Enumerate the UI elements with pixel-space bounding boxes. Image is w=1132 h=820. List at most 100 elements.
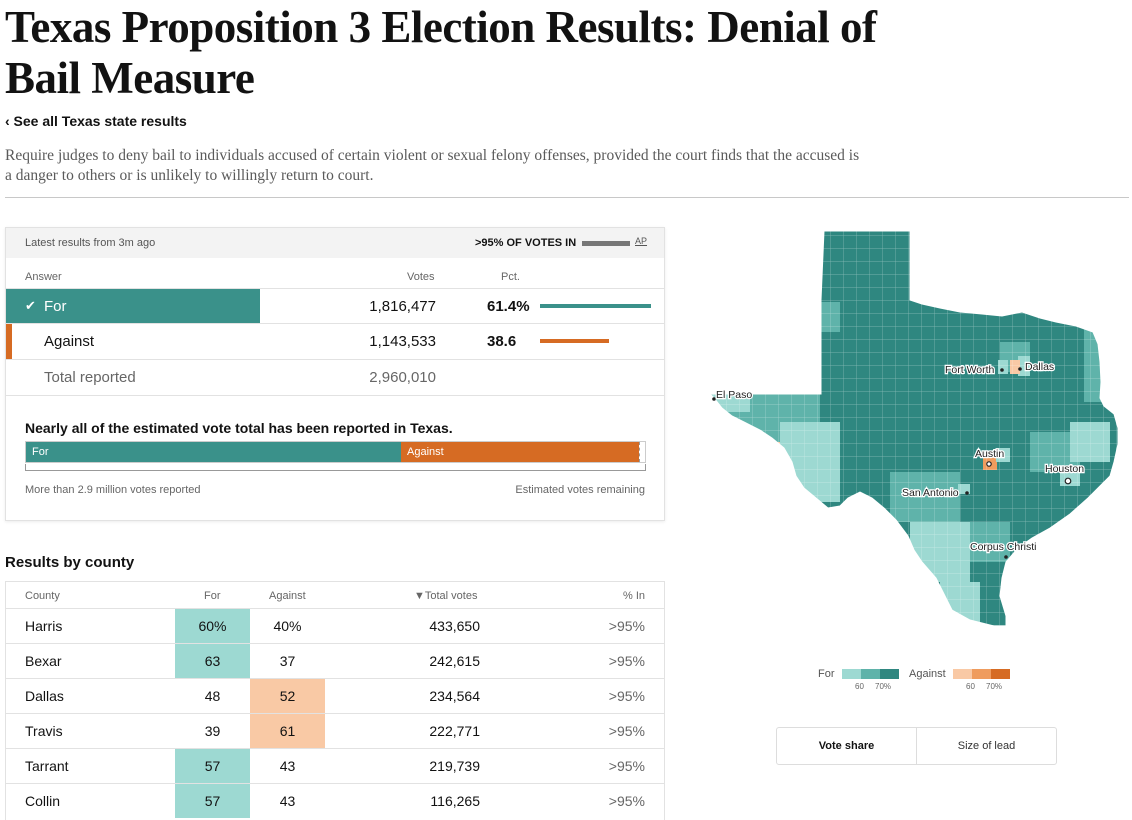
- pct-column-header: Pct.: [501, 271, 520, 283]
- county-row[interactable]: Tarrant 57 43 219,739 >95%: [6, 748, 664, 783]
- county-row[interactable]: Dallas 48 52 234,564 >95%: [6, 678, 664, 713]
- county-row[interactable]: Travis 39 61 222,771 >95%: [6, 713, 664, 748]
- against-percent: 43: [279, 793, 296, 809]
- estimate-for-label: For: [32, 446, 49, 458]
- winner-cell-highlight: [250, 679, 325, 713]
- total-votes: 219,739: [429, 758, 480, 774]
- county-name: Harris: [25, 618, 63, 634]
- estimate-bar: For Against: [25, 441, 646, 463]
- legend-tick: 70%: [875, 682, 892, 691]
- city-label-fort-worth: Fort Worth: [945, 364, 995, 376]
- against-percent: 52: [279, 688, 296, 704]
- winner-highlight: [6, 289, 260, 324]
- divider: [5, 197, 1129, 198]
- total-votes: 2,960,010: [369, 369, 436, 386]
- legend-against-swatch: [991, 669, 1010, 679]
- estimate-against-label: Against: [407, 446, 444, 458]
- estimate-bracket: [25, 464, 646, 471]
- pct-in: >95%: [608, 758, 645, 774]
- against-percent: 37: [279, 653, 296, 669]
- city-label-corpus-christi: Corpus Christi: [970, 541, 1037, 553]
- legend-tick: 60: [966, 682, 975, 691]
- total-votes-column-header[interactable]: ▼Total votes: [414, 590, 478, 602]
- result-row-total: Total reported 2,960,010: [6, 359, 664, 395]
- county-row[interactable]: Collin 57 43 116,265 >95%: [6, 783, 664, 818]
- winner-cell-highlight: [250, 714, 325, 748]
- votes-reported-note: More than 2.9 million votes reported: [25, 484, 201, 496]
- county-results-table: County For Against ▼Total votes % In Har…: [5, 581, 665, 820]
- county-column-header[interactable]: County: [25, 590, 60, 602]
- vote-count: 1,143,533: [369, 333, 436, 350]
- for-percent: 60%: [198, 618, 227, 634]
- pct-in: >95%: [608, 618, 645, 634]
- against-percent: 61: [279, 723, 296, 739]
- pct-in: >95%: [608, 793, 645, 809]
- estimate-remaining-segment: [639, 442, 645, 462]
- latest-results-label: Latest results from 3m ago: [25, 237, 156, 249]
- answer-column-header: Answer: [25, 271, 62, 283]
- county-map[interactable]: El Paso Fort Worth Dallas Austin Houston…: [700, 222, 1132, 642]
- result-row-for: ✔ For 1,816,477 61.4%: [6, 288, 664, 324]
- city-label-san-antonio: San Antonio: [902, 487, 959, 499]
- legend-for-swatch: [861, 669, 880, 679]
- legend-tick: 60: [855, 682, 864, 691]
- pct-in: >95%: [608, 653, 645, 669]
- votes-in-bar: [582, 241, 630, 246]
- county-row[interactable]: Bexar 63 37 242,615 >95%: [6, 643, 664, 678]
- for-percent: 63: [204, 653, 221, 669]
- estimate-against-segment: Against: [401, 442, 639, 462]
- total-votes: 242,615: [429, 653, 480, 669]
- city-label-austin: Austin: [975, 448, 1004, 460]
- summary-header: Latest results from 3m ago >95% OF VOTES…: [6, 228, 664, 258]
- winner-cell-highlight: [175, 644, 250, 678]
- city-label-dallas: Dallas: [1025, 361, 1054, 373]
- vote-count: 1,816,477: [369, 298, 436, 315]
- see-all-results-link[interactable]: ‹ See all Texas state results: [5, 113, 187, 129]
- votes-in-label: >95% OF VOTES IN: [475, 237, 577, 249]
- against-percent: 40%: [273, 618, 302, 634]
- county-name: Dallas: [25, 688, 64, 704]
- checkmark-icon: ✔: [25, 298, 36, 313]
- against-column-header[interactable]: Against: [269, 590, 306, 602]
- percent-bar: [540, 304, 651, 308]
- vote-percent: 38.6: [487, 333, 517, 350]
- county-row[interactable]: Harris 60% 40% 433,650 >95%: [6, 608, 664, 643]
- legend-against-label: Against: [909, 668, 946, 680]
- for-column-header[interactable]: For: [204, 590, 221, 602]
- winner-cell-highlight: [175, 609, 250, 643]
- city-markers: [712, 367, 1072, 559]
- map-mode-toggle: Vote share Size of lead: [776, 727, 1057, 765]
- estimate-title: Nearly all of the estimated vote total h…: [25, 420, 453, 436]
- total-votes: 116,265: [430, 793, 480, 809]
- texas-map-svg[interactable]: El Paso Fort Worth Dallas Austin Houston…: [700, 222, 1132, 642]
- winner-cell-highlight: [175, 784, 250, 818]
- legend-for-swatch: [880, 669, 899, 679]
- county-results-title: Results by county: [5, 554, 135, 571]
- source-link[interactable]: AP: [635, 236, 648, 246]
- for-percent: 39: [204, 723, 221, 739]
- result-row-against: Against 1,143,533 38.6: [6, 323, 664, 359]
- county-name: Bexar: [25, 653, 62, 669]
- answer-label: Against: [44, 333, 95, 350]
- size-of-lead-button[interactable]: Size of lead: [957, 740, 1016, 752]
- winner-cell-highlight: [175, 749, 250, 783]
- for-percent: 57: [204, 793, 221, 809]
- pct-in: >95%: [608, 688, 645, 704]
- city-label-el-paso: El Paso: [716, 389, 752, 401]
- votes-remaining-note: Estimated votes remaining: [515, 484, 645, 496]
- pct-in-column-header[interactable]: % In: [622, 590, 645, 602]
- legend-for-label: For: [818, 668, 835, 680]
- divider: [6, 395, 664, 396]
- total-votes: 433,650: [429, 618, 480, 634]
- pct-in: >95%: [608, 723, 645, 739]
- total-votes: 222,771: [429, 723, 480, 739]
- page-title: Texas Proposition 3 Election Results: De…: [5, 2, 877, 103]
- vote-share-button[interactable]: Vote share: [777, 728, 917, 764]
- legend-for-swatch: [842, 669, 861, 679]
- total-label: Total reported: [44, 369, 136, 386]
- for-percent: 57: [204, 758, 221, 774]
- votes-column-header: Votes: [407, 271, 435, 283]
- answer-color-marker: [6, 324, 12, 359]
- measure-description: Require judges to deny bail to individua…: [5, 147, 860, 184]
- legend-tick: 70%: [986, 682, 1003, 691]
